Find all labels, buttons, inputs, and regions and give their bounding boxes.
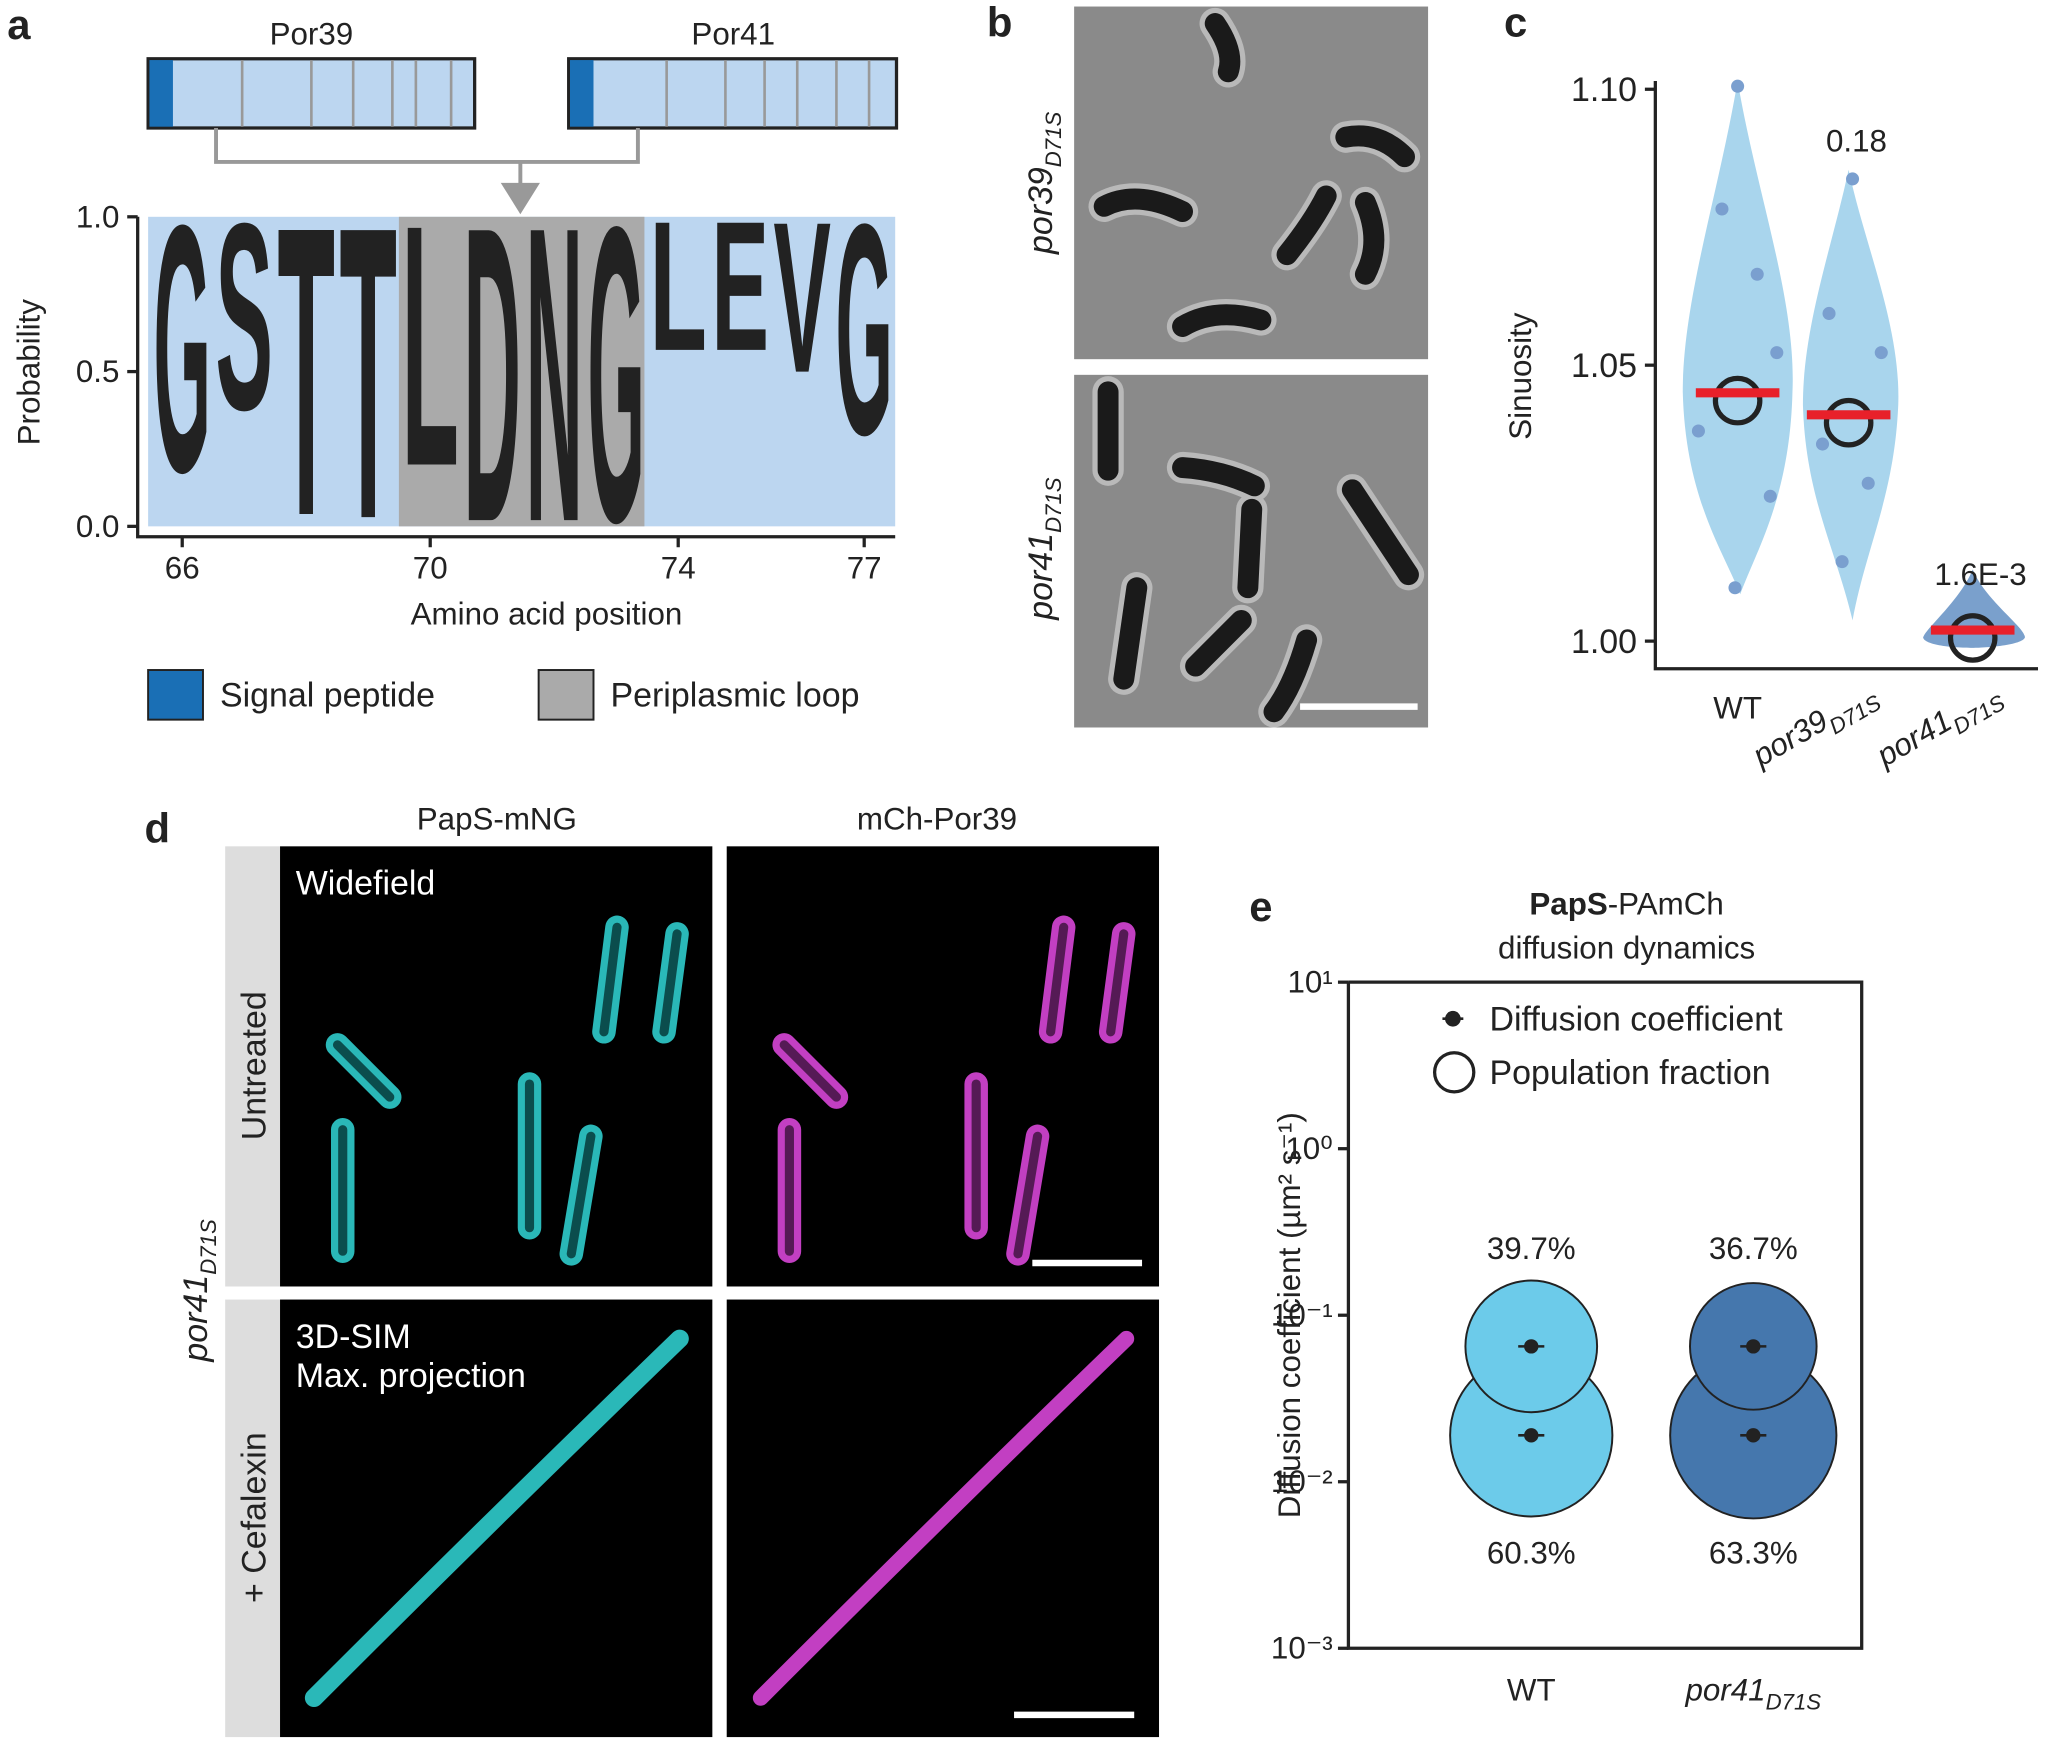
x-tick-label: 66 (165, 551, 200, 586)
replicate-mean (1823, 397, 1874, 448)
x-tick-label: WT (1713, 690, 1762, 725)
x-tick-label: por41D71S (1684, 1673, 1821, 1715)
x-tick-label: por41D71S (1870, 675, 2010, 780)
legend-swatch (147, 669, 204, 721)
x-tick-label-main: por41 (1684, 1673, 1765, 1708)
protein-name: Por41 (691, 16, 775, 51)
axis-line (136, 216, 896, 539)
logo-letter: G (153, 152, 210, 546)
y-tick-label: 10¹ (1287, 965, 1332, 1000)
y-tick-label: 0.0 (76, 509, 120, 544)
chart-subtitle: diffusion dynamics (1498, 931, 1755, 966)
x-tick-label: WT (1507, 1673, 1556, 1708)
y-axis-title: Sinuosity (1503, 312, 1538, 439)
diffusion-dot (1746, 1339, 1761, 1354)
x-axis-title: Amino acid position (411, 596, 683, 631)
x-tick-label-subscript: D71S (1949, 690, 2010, 740)
panel-label: b (987, 0, 1013, 46)
strain-label: por41D71S (177, 1219, 221, 1363)
y-tick-label: 0.5 (76, 354, 120, 389)
logo-letter: G (835, 162, 892, 498)
diffusion-dot (1746, 1428, 1761, 1443)
x-tick-label-subscript: D71S (1825, 690, 1886, 740)
logo-letter: N (525, 141, 582, 611)
row-label-subscript: D71S (1041, 477, 1066, 533)
legend-circle (1432, 1051, 1476, 1094)
fraction-label: 63.3% (1709, 1535, 1798, 1570)
chart-title-bold: PapS (1529, 886, 1607, 921)
x-tick-label-main: por41 (1870, 703, 1958, 774)
column-label: mCh-Por39 (857, 801, 1017, 836)
fraction-label: 60.3% (1487, 1535, 1576, 1570)
panel-label: a (7, 1, 31, 48)
logo-letter: V (773, 177, 830, 418)
y-tick-label: 1.10 (1571, 71, 1637, 109)
y-tick-label: 1.0 (76, 199, 120, 234)
panel-label: c (1504, 0, 1527, 46)
y-tick-label: 1.00 (1571, 623, 1637, 661)
logo-letter: G (587, 141, 644, 611)
legend-label: Diffusion coefficient (1489, 1000, 1783, 1038)
diffusion-dot (1524, 1339, 1539, 1354)
data-cloud (1682, 79, 2025, 648)
logo-letter: D (463, 141, 520, 611)
micrograph (1074, 6, 1429, 728)
image-annotation: Max. projection (296, 1357, 526, 1395)
row-label-subscript: D71S (1041, 111, 1066, 167)
y-axis-title: Diffusion coefficient (µm² s⁻¹) (1272, 1112, 1307, 1518)
strain-label-subscript: D71S (196, 1219, 221, 1275)
x-tick-label-main: WT (1713, 690, 1762, 725)
y-axis-title: Probability (12, 299, 47, 446)
image-annotation: 3D-SIM (296, 1318, 411, 1356)
replicate-mean (1712, 375, 1763, 426)
legend-label: Population fraction (1489, 1054, 1770, 1092)
fluorescence-images (225, 846, 1160, 1738)
x-tick-label: 70 (413, 551, 448, 586)
strain-label-main: por41 (177, 1275, 215, 1363)
x-tick-label: 77 (847, 551, 882, 586)
logo-letter: S (215, 169, 272, 466)
x-tick-label: por39D71S (1746, 675, 1886, 780)
column-label: PapS-mNG (417, 801, 577, 836)
y-tick-label: 10⁻³ (1271, 1631, 1333, 1666)
panel-label: d (144, 804, 170, 851)
chart-title: -PAmCh (1608, 886, 1724, 921)
row-label: por41D71S (1022, 477, 1066, 621)
chart-title: PapS-PAmCh (1529, 886, 1723, 921)
y-tick-label: 10⁰ (1285, 1131, 1332, 1166)
protein-name: Por39 (270, 16, 354, 51)
diffusion-dot (1524, 1428, 1539, 1443)
image-annotation: Widefield (296, 865, 436, 903)
row-label: Untreated (236, 991, 274, 1140)
logo-letter: T (339, 141, 396, 607)
legend-label: Signal peptide (220, 677, 435, 715)
panel-label: e (1249, 883, 1272, 930)
fraction-label: 39.7% (1487, 1231, 1576, 1266)
logo-letter: E (711, 182, 768, 389)
logo-letter: L (401, 155, 458, 538)
loop-highlight (398, 216, 645, 527)
y-tick-label: 1.05 (1571, 347, 1637, 385)
legend-label: Periplasmic loop (610, 677, 859, 715)
x-tick-label-subscript: D71S (1766, 1690, 1822, 1715)
legend-swatch (537, 669, 595, 721)
axis-frame (1346, 980, 1864, 1650)
p-value: 1.6E-3 (1934, 557, 2026, 592)
x-tick-label: 74 (661, 551, 696, 586)
protein-diagrams (146, 57, 899, 215)
p-value: 0.18 (1826, 124, 1887, 159)
row-label: + Cefalexin (236, 1432, 274, 1603)
logo-letter: L (649, 182, 706, 389)
fraction-label: 36.7% (1709, 1231, 1798, 1266)
row-label-main: por39 (1022, 167, 1060, 255)
replicate-mean (1947, 613, 1998, 663)
axis-line (1653, 80, 2039, 671)
row-label: por39D71S (1022, 111, 1066, 255)
y-tick-label: 10⁻² (1271, 1464, 1333, 1499)
y-tick-label: 10⁻¹ (1271, 1298, 1333, 1333)
logo-letter: T (277, 140, 334, 601)
x-tick-label-main: WT (1507, 1673, 1556, 1708)
row-label-main: por41 (1022, 533, 1060, 621)
